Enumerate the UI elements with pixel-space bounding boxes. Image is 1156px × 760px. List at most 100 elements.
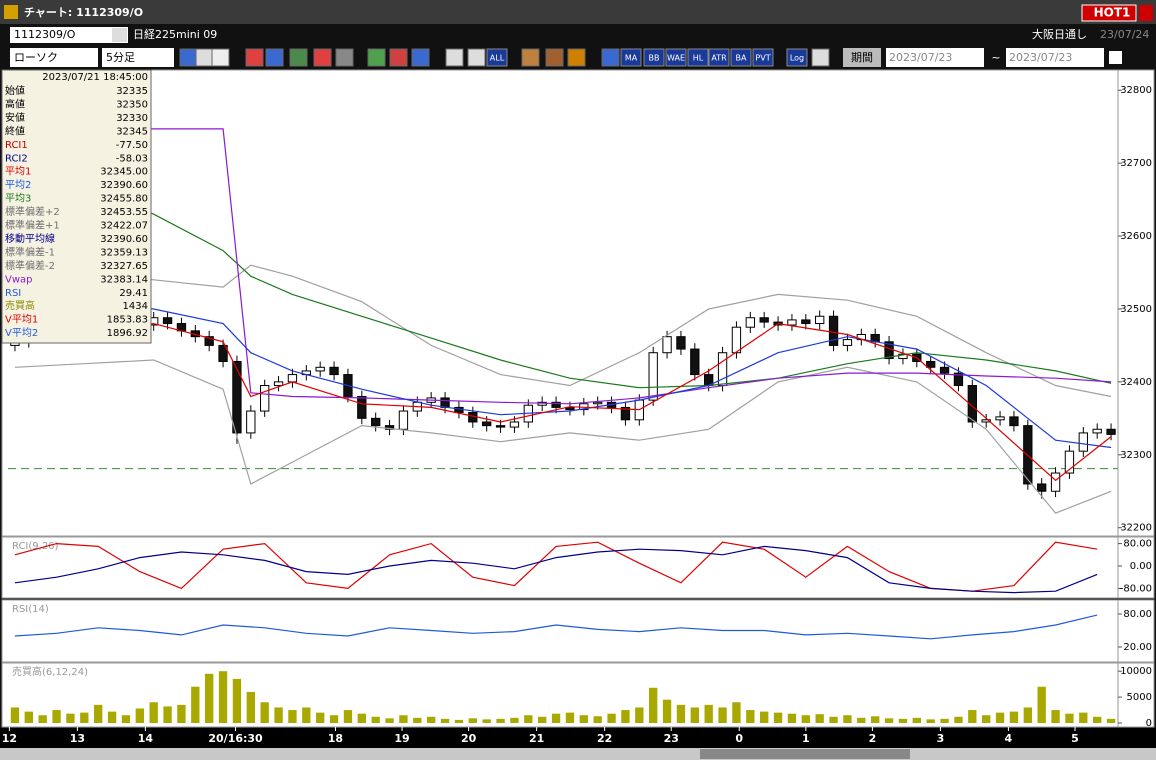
toolbar-icon[interactable] <box>289 48 308 67</box>
y-tick-label: 32500 <box>1120 304 1152 315</box>
scrollbar[interactable] <box>0 748 1156 760</box>
info-value: 32335 <box>116 86 148 97</box>
volume-bar <box>427 716 436 723</box>
candle-body <box>593 401 603 405</box>
x-tick-label: 22 <box>597 732 612 745</box>
volume-bar <box>163 706 172 723</box>
toolbar-icon-label[interactable]: WAE <box>667 54 685 63</box>
hot-label[interactable]: HOT1 <box>1094 6 1131 20</box>
info-value: 32330 <box>116 113 148 124</box>
candle-body <box>620 406 631 421</box>
volume-bar <box>954 716 963 723</box>
interval[interactable]: 5分足 <box>106 51 135 64</box>
toolbar-icon[interactable] <box>601 48 620 67</box>
toolbar-icon[interactable] <box>521 48 540 67</box>
volume-bar <box>857 717 866 723</box>
toolbar-icon[interactable] <box>411 48 430 67</box>
toolbar-icon-label[interactable]: BB <box>649 54 660 63</box>
toolbar-icon[interactable] <box>389 48 408 67</box>
from-date-input[interactable] <box>886 48 984 67</box>
toolbar-icon[interactable] <box>265 48 284 67</box>
volume-bar <box>10 707 20 723</box>
candle-body <box>329 366 339 376</box>
volume-bar <box>538 716 547 723</box>
toolbar-icon-label[interactable]: Log <box>790 54 804 63</box>
info-label: V平均2 <box>5 327 38 339</box>
interval-select[interactable] <box>102 48 174 67</box>
symbol-input[interactable] <box>10 27 128 43</box>
to-date[interactable]: 2023/07/23 <box>1009 51 1072 64</box>
candle-body <box>995 416 1005 421</box>
toolbar-icon[interactable] <box>786 48 808 67</box>
toolbar-icon[interactable] <box>367 48 386 67</box>
close-box[interactable] <box>1139 5 1153 21</box>
y-tick-label: 80.00 <box>1123 539 1152 550</box>
toolbar-icon[interactable] <box>445 48 464 67</box>
toolbar-icon[interactable] <box>687 48 709 67</box>
toolbar-icon[interactable] <box>730 48 752 67</box>
toolbar-icon[interactable] <box>195 48 214 67</box>
toolbar-icon-label[interactable]: HL <box>693 54 704 63</box>
toolbar-icon[interactable] <box>643 48 665 67</box>
toolbar-icon[interactable] <box>567 48 586 67</box>
info-label: 終値 <box>5 124 25 137</box>
hot-button[interactable] <box>1081 4 1137 22</box>
info-label: RSI <box>5 288 21 299</box>
chart-type[interactable]: ローソク <box>14 51 58 64</box>
volume-bar <box>704 704 713 723</box>
toolbar-icon[interactable] <box>467 48 486 67</box>
chart-type-select[interactable] <box>10 48 98 67</box>
checkbox[interactable] <box>1109 51 1122 64</box>
volume-bar <box>274 707 283 723</box>
y-tick-label: 32800 <box>1120 85 1152 96</box>
info-label: 標準偏差-1 <box>5 245 55 258</box>
info-label: Vwap <box>5 274 33 285</box>
panel <box>1 662 1155 728</box>
toolbar-icon-label[interactable]: BA <box>736 54 747 63</box>
toolbar-icon[interactable] <box>752 48 774 67</box>
toolbar-icon[interactable] <box>245 48 264 67</box>
x-tick-label: 5 <box>1071 732 1079 745</box>
y-tick-label: 32600 <box>1120 231 1152 242</box>
candle-body <box>981 419 991 423</box>
toolbar-icon[interactable] <box>665 48 687 67</box>
scroll-thumb[interactable] <box>700 749 910 759</box>
toolbar-icon-label[interactable]: PVT <box>755 54 770 63</box>
info-value: 1896.92 <box>107 328 148 339</box>
dropdown[interactable] <box>112 28 127 42</box>
toolbar-icon[interactable] <box>211 48 230 67</box>
toolbar-icon[interactable] <box>620 48 642 67</box>
toolbar-icon-label[interactable]: ALL <box>490 54 505 63</box>
period-button[interactable] <box>843 48 881 67</box>
symbol-text[interactable]: 1112309/O <box>14 28 76 41</box>
toolbar-icon[interactable] <box>545 48 564 67</box>
volume-bar <box>1079 712 1088 723</box>
volume-bar <box>329 715 339 723</box>
toolbar-icon[interactable] <box>335 48 354 67</box>
volume-bar <box>94 704 103 723</box>
x-tick-label: 14 <box>138 732 154 745</box>
volume-bar <box>413 717 422 723</box>
volume-bar <box>232 678 242 723</box>
y-tick-label: 10000 <box>1120 666 1152 677</box>
indicator-line <box>14 614 1098 640</box>
tilde: ~ <box>991 51 1000 64</box>
toolbar-icon[interactable] <box>708 48 730 67</box>
volume-bar <box>149 702 158 723</box>
toolbar-icon[interactable] <box>313 48 332 67</box>
toolbar-icon[interactable] <box>486 48 508 67</box>
period-label[interactable]: 期間 <box>851 51 873 64</box>
volume-bar <box>482 719 491 723</box>
to-date-input[interactable] <box>1006 48 1104 67</box>
toolbar-icon[interactable] <box>179 48 198 67</box>
toolbar-icon-label[interactable]: ATR <box>711 54 727 63</box>
info-value: 1853.83 <box>107 315 148 326</box>
toolbar-icon[interactable] <box>811 48 830 67</box>
toolbar-icon-label[interactable]: MA <box>625 54 638 63</box>
candle-body <box>246 410 256 434</box>
volume-bar <box>121 715 131 723</box>
from-date[interactable]: 2023/07/23 <box>889 51 952 64</box>
volume-bar <box>871 716 880 723</box>
indicator-line <box>14 304 1112 449</box>
x-tick-label: 12 <box>2 732 17 745</box>
